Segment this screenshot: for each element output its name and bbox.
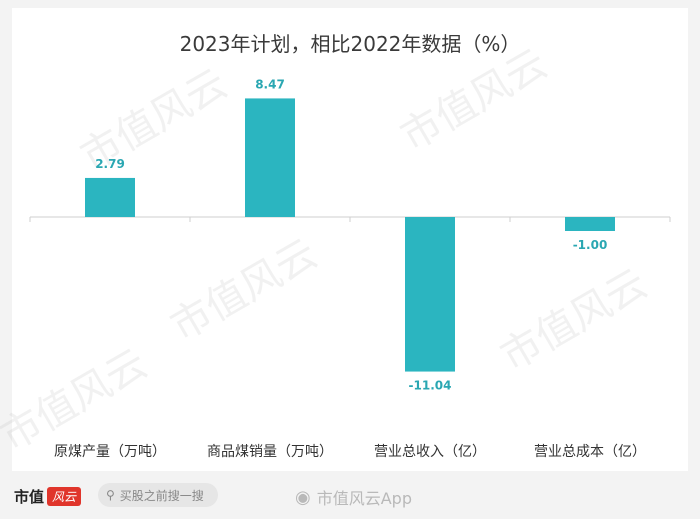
data-label: 2.79: [95, 157, 125, 171]
data-label: 8.47: [255, 77, 285, 91]
category-label: 商品煤销量（万吨）: [207, 444, 333, 460]
bar: [245, 98, 295, 217]
bar: [405, 217, 455, 372]
weibo-icon: ◉: [295, 486, 311, 508]
weibo-watermark: ◉ 市值风云App: [295, 485, 412, 509]
chart-card: 市值风云 市值风云 市值风云 市值风云 市值风云 2023年计划，相比2022年…: [0, 8, 688, 471]
category-label: 原煤产量（万吨）: [54, 444, 166, 460]
bar: [85, 177, 135, 217]
data-label: -1.00: [573, 238, 608, 252]
category-label: 营业总收入（亿）: [374, 444, 486, 460]
watermark-text: 市值风云App: [316, 489, 412, 508]
logo-badge: 风云: [47, 486, 82, 506]
brand-logo[interactable]: 市值 风云: [14, 485, 82, 507]
bar-chart: 2.79 原煤产量（万吨） 8.47 商品煤销量（万吨） -11.04 营业总收入（亿） -…: [29, 77, 671, 460]
bar: [565, 217, 615, 231]
category-label: 营业总成本（亿）: [534, 444, 646, 460]
search-input[interactable]: ⚲ 买股之前搜一搜: [98, 483, 218, 507]
data-label: -11.04: [409, 379, 452, 393]
footer-bar: 市值 风云 ⚲ 买股之前搜一搜 ◉ 市值风云App: [0, 471, 700, 519]
search-icon: ⚲: [106, 488, 115, 502]
chart-title: 2023年计划，相比2022年数据（%）: [179, 32, 521, 56]
search-placeholder: 买股之前搜一搜: [119, 488, 204, 503]
logo-text: 市值: [14, 487, 45, 506]
